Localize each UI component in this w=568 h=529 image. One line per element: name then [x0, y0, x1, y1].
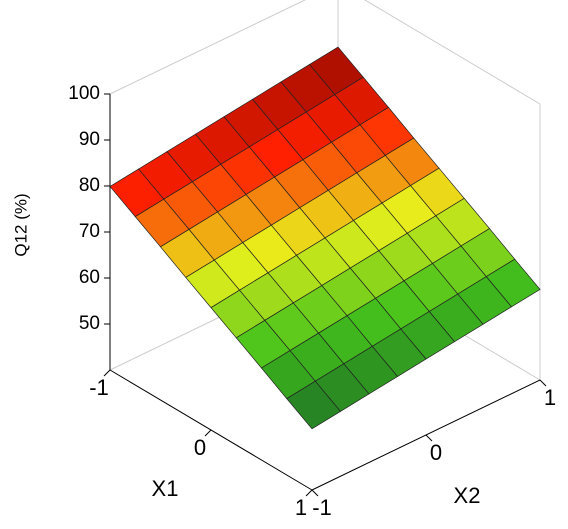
- y-tick-label: -1: [312, 495, 332, 520]
- surface-cell: [286, 380, 342, 430]
- box-edge: [109, 0, 306, 95]
- y-tick: [539, 379, 547, 387]
- x-axis-label: X1: [152, 476, 179, 501]
- x-tick-label: 0: [194, 435, 206, 460]
- y-tick-label: 0: [430, 440, 442, 465]
- z-tick-label: 60: [79, 267, 100, 288]
- z-axis-label: Q12 (%): [11, 193, 30, 256]
- x-tick: [305, 489, 313, 497]
- z-tick-label: 50: [79, 313, 100, 334]
- y-axis-label: X2: [454, 483, 481, 508]
- z-tick-label: 80: [79, 175, 100, 196]
- box-edge: [363, 0, 541, 105]
- y-tick: [425, 434, 433, 442]
- z-tick-label: 90: [79, 129, 100, 150]
- z-tick-label: 70: [79, 221, 100, 242]
- x-tick-label: -1: [89, 375, 109, 400]
- x-tick-label: 1: [295, 495, 307, 520]
- y-tick-label: 1: [544, 385, 556, 410]
- y-tick: [311, 489, 319, 497]
- x-tick: [204, 429, 212, 437]
- z-tick-label: 100: [68, 83, 100, 104]
- x-tick: [103, 369, 111, 377]
